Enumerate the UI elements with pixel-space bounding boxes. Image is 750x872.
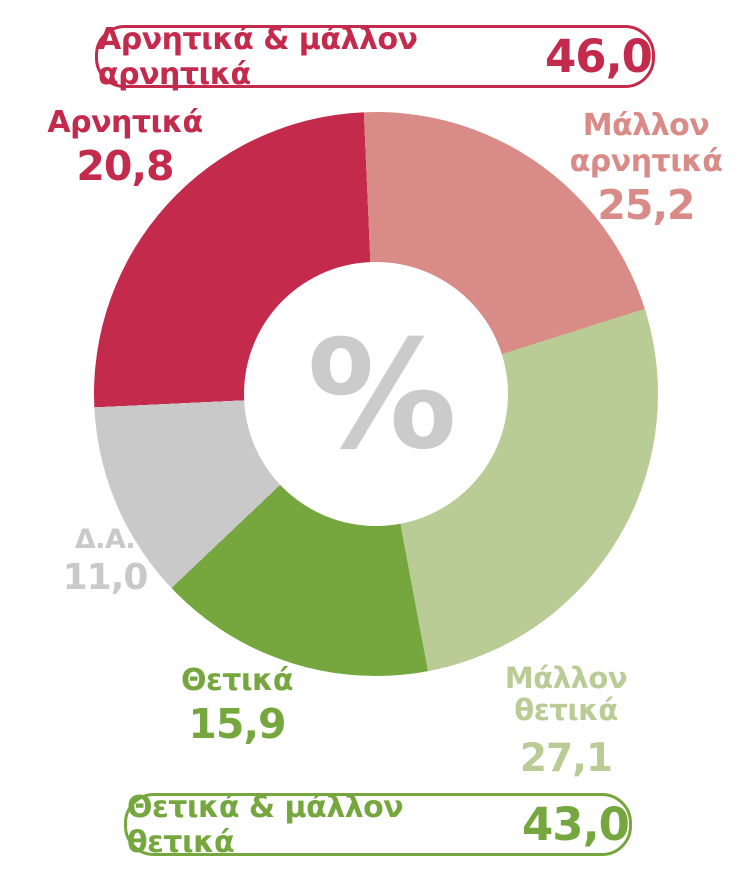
callout-positive-value: 15,9 xyxy=(188,699,286,748)
callout-rather-negative-value: 25,2 xyxy=(597,181,695,229)
donut-hole: % xyxy=(244,262,508,526)
callout-no-answer-value: 11,0 xyxy=(62,557,149,599)
negative-total-label: Αρνητικά & μάλλον αρνητικά xyxy=(98,21,418,92)
callout-negative-value: 20,8 xyxy=(76,141,174,190)
callout-rather-positive-value: 27,1 xyxy=(519,735,613,781)
negative-total-value: 46,0 xyxy=(544,30,653,83)
positive-total-value: 43,0 xyxy=(521,798,630,851)
callout-no-answer: Δ.Α. 11,0 xyxy=(25,524,185,598)
negative-total-banner: Αρνητικά & μάλλον αρνητικά 46,0 xyxy=(95,22,655,92)
callout-rather-negative: Μάλλον αρνητικά 25,2 xyxy=(556,108,736,229)
callout-rather-positive-label: Μάλλον θετικά xyxy=(504,661,628,728)
positive-total-label: Θετικά & μάλλον θετικά xyxy=(127,789,404,860)
callout-no-answer-label: Δ.Α. xyxy=(74,524,136,555)
callout-rather-positive: Μάλλον θετικά 27,1 xyxy=(486,662,646,782)
callout-positive-label: Θετικά xyxy=(181,663,293,698)
callout-negative-label: Αρνητικά xyxy=(47,105,203,140)
percent-symbol: % xyxy=(306,309,458,483)
donut-chart: % xyxy=(94,112,658,676)
positive-total-banner: Θετικά & μάλλον θετικά 43,0 xyxy=(124,790,632,860)
callout-negative: Αρνητικά 20,8 xyxy=(35,105,215,190)
callout-positive: Θετικά 15,9 xyxy=(157,663,317,748)
callout-rather-negative-label: Μάλλον αρνητικά xyxy=(569,108,723,179)
